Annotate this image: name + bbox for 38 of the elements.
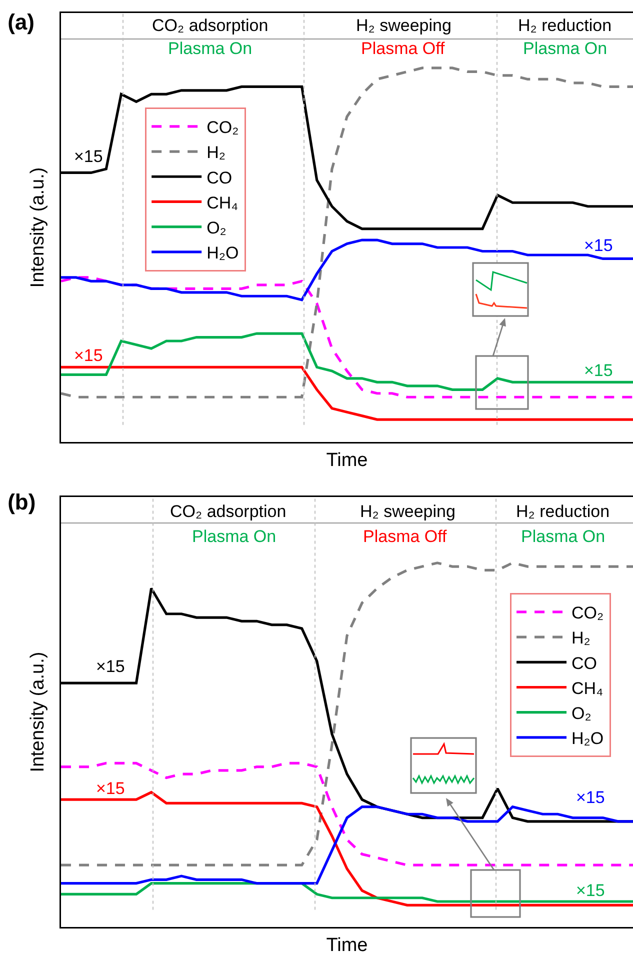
legend-label: CH₄	[206, 193, 238, 212]
legend-label: O₂	[572, 704, 592, 723]
legend-label: CO	[206, 168, 232, 188]
text: CO₂ adsorption	[170, 502, 286, 521]
annotation: ×15	[584, 236, 613, 255]
chart-title: (b)	[8, 490, 36, 515]
annotation: ×15	[96, 779, 125, 798]
annotation: ×15	[576, 788, 605, 807]
y-axis-title: Intensity (a.u.)	[28, 167, 49, 288]
chart-title: (a)	[8, 10, 34, 35]
text: Plasma Off	[361, 39, 446, 58]
text: Plasma On	[523, 39, 608, 58]
legend-label: CO	[572, 654, 598, 673]
legend-label: H₂O	[206, 244, 239, 263]
text: H₂ reduction	[518, 16, 612, 35]
annotation: ×15	[96, 657, 125, 676]
text: H₂ sweeping	[360, 502, 456, 521]
text: H₂ sweeping	[356, 16, 452, 35]
legend-label: CO₂	[572, 604, 604, 623]
annotation: ×15	[74, 346, 103, 365]
legend-label: CO₂	[206, 118, 239, 138]
legend-label: O₂	[206, 218, 226, 238]
y-axis-title: Intensity (a.u.)	[28, 652, 49, 772]
text: Plasma On	[168, 39, 252, 58]
legend-label: H₂O	[572, 729, 604, 748]
annotation: ×15	[74, 147, 103, 166]
legend-label: H₂	[572, 628, 590, 648]
text: Plasma On	[192, 527, 276, 546]
annotation: ×15	[576, 881, 605, 900]
text: CO₂ adsorption	[152, 16, 268, 35]
annotation: ×15	[584, 361, 613, 380]
text: H₂ reduction	[516, 502, 610, 521]
x-axis-title: Time	[326, 450, 368, 472]
text: Plasma Off	[363, 527, 448, 546]
legend-label: H₂	[206, 143, 226, 162]
x-axis-title: Time	[326, 935, 368, 956]
legend-label: CH₄	[572, 678, 604, 698]
text: Plasma On	[521, 527, 606, 546]
